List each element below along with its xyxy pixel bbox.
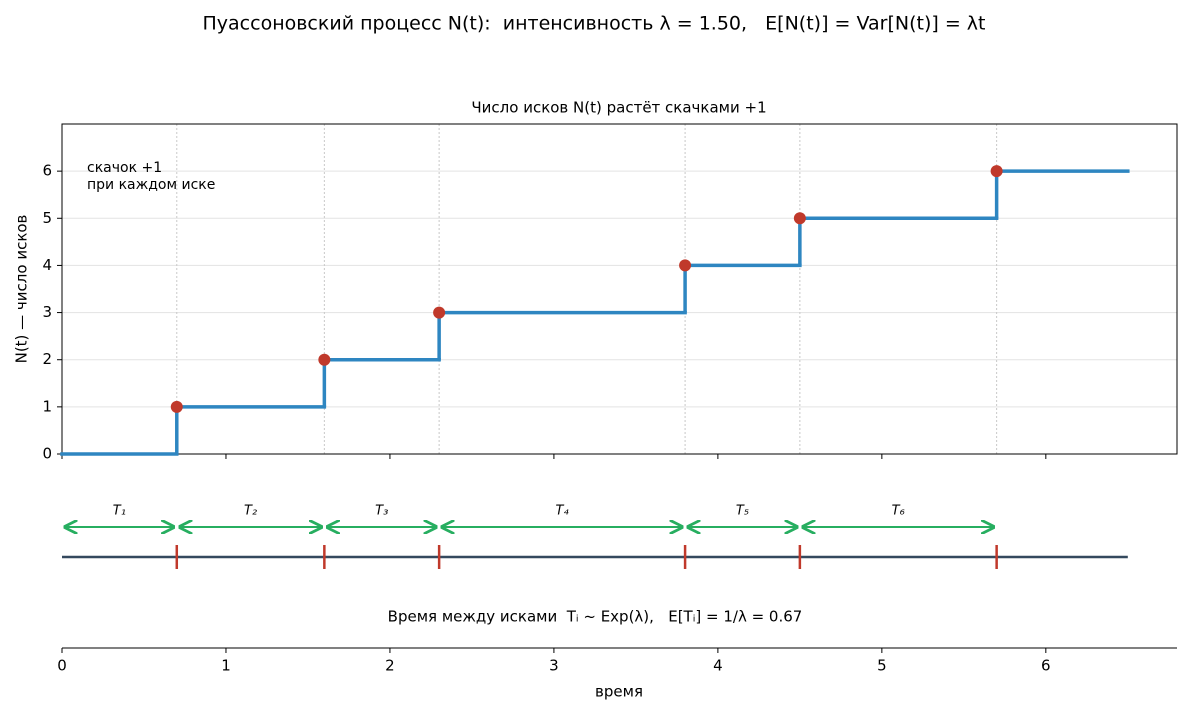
annotation: скачок +1 xyxy=(87,160,162,176)
plot-frame xyxy=(61,123,1178,455)
x-tick-label: 6 xyxy=(1041,657,1051,675)
annotation: при каждом иске xyxy=(87,177,215,193)
y-tick-label: 5 xyxy=(42,209,52,227)
jump-point xyxy=(318,353,331,366)
x-tick-label: 0 xyxy=(57,657,67,675)
y-tick-label: 6 xyxy=(42,162,52,180)
chart-title: Пуассоновский процесс N(t): интенсивност… xyxy=(203,13,986,35)
interval-note: Время между исками Tᵢ ~ Exp(λ), E[Tᵢ] = … xyxy=(388,608,803,626)
jump-point xyxy=(990,165,1003,178)
panel-title: Число исков N(t) растёт скачками +1 xyxy=(471,99,766,117)
x-tick-label: 1 xyxy=(221,657,231,675)
y-axis-label: N(t) — число исков xyxy=(13,215,31,364)
jump-point xyxy=(433,306,446,319)
x-tick-label: 4 xyxy=(713,657,723,675)
jump-point xyxy=(170,400,183,413)
interval-label: T₆ xyxy=(892,504,905,519)
x-tick-label: 2 xyxy=(385,657,395,675)
interval-label: T₅ xyxy=(736,504,749,519)
x-tick-label: 5 xyxy=(877,657,887,675)
interval-label: T₄ xyxy=(556,504,570,519)
jump-point xyxy=(793,212,806,225)
interval-label: T₂ xyxy=(244,504,257,519)
interval-label: T₃ xyxy=(375,504,388,519)
y-tick-label: 1 xyxy=(42,397,52,415)
y-tick-label: 0 xyxy=(42,445,52,463)
x-axis-label: время xyxy=(595,683,643,701)
y-tick-label: 3 xyxy=(42,303,52,321)
interval-label: T₁ xyxy=(113,504,126,519)
jump-point xyxy=(679,259,692,272)
x-tick-label: 3 xyxy=(549,657,559,675)
y-tick-label: 4 xyxy=(42,256,52,274)
y-tick-label: 2 xyxy=(42,350,52,368)
